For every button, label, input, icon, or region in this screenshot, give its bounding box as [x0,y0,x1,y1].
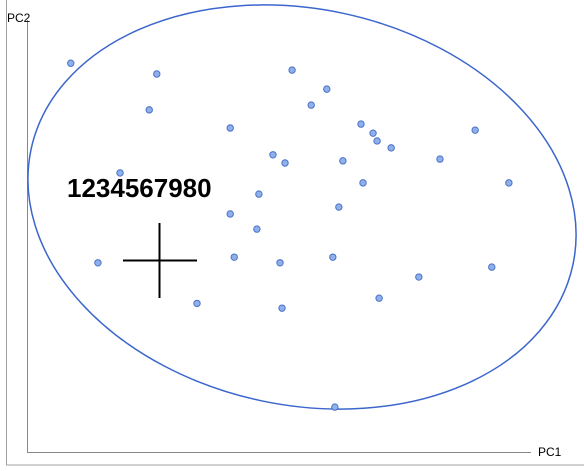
y-axis-label: PC2 [7,11,31,25]
point [281,159,289,167]
point [226,210,234,218]
point [323,85,331,93]
point [471,126,479,134]
point [436,155,444,163]
point [276,259,284,267]
point [193,299,201,308]
point [339,157,347,165]
x-axis-label: PC1 [538,445,562,459]
point [67,59,75,67]
point [335,203,343,211]
point [387,144,395,152]
point [359,179,367,187]
points [67,59,513,411]
point [253,225,261,233]
point [269,151,277,159]
point [230,253,238,261]
point [153,70,161,78]
annotation: 1234567980 [67,173,212,203]
point [488,263,496,271]
point [331,403,339,411]
point [288,66,296,74]
point [329,253,337,261]
point [94,259,102,267]
point [369,129,377,137]
point [145,106,153,114]
confidence-ellipse [27,4,577,410]
point [255,190,263,198]
point [226,124,234,132]
frame [6,0,584,466]
point [505,179,513,187]
point [116,169,124,177]
point [357,120,365,128]
point [278,304,286,312]
point [373,137,381,145]
point [307,101,315,109]
point [415,273,423,281]
point [375,294,383,302]
